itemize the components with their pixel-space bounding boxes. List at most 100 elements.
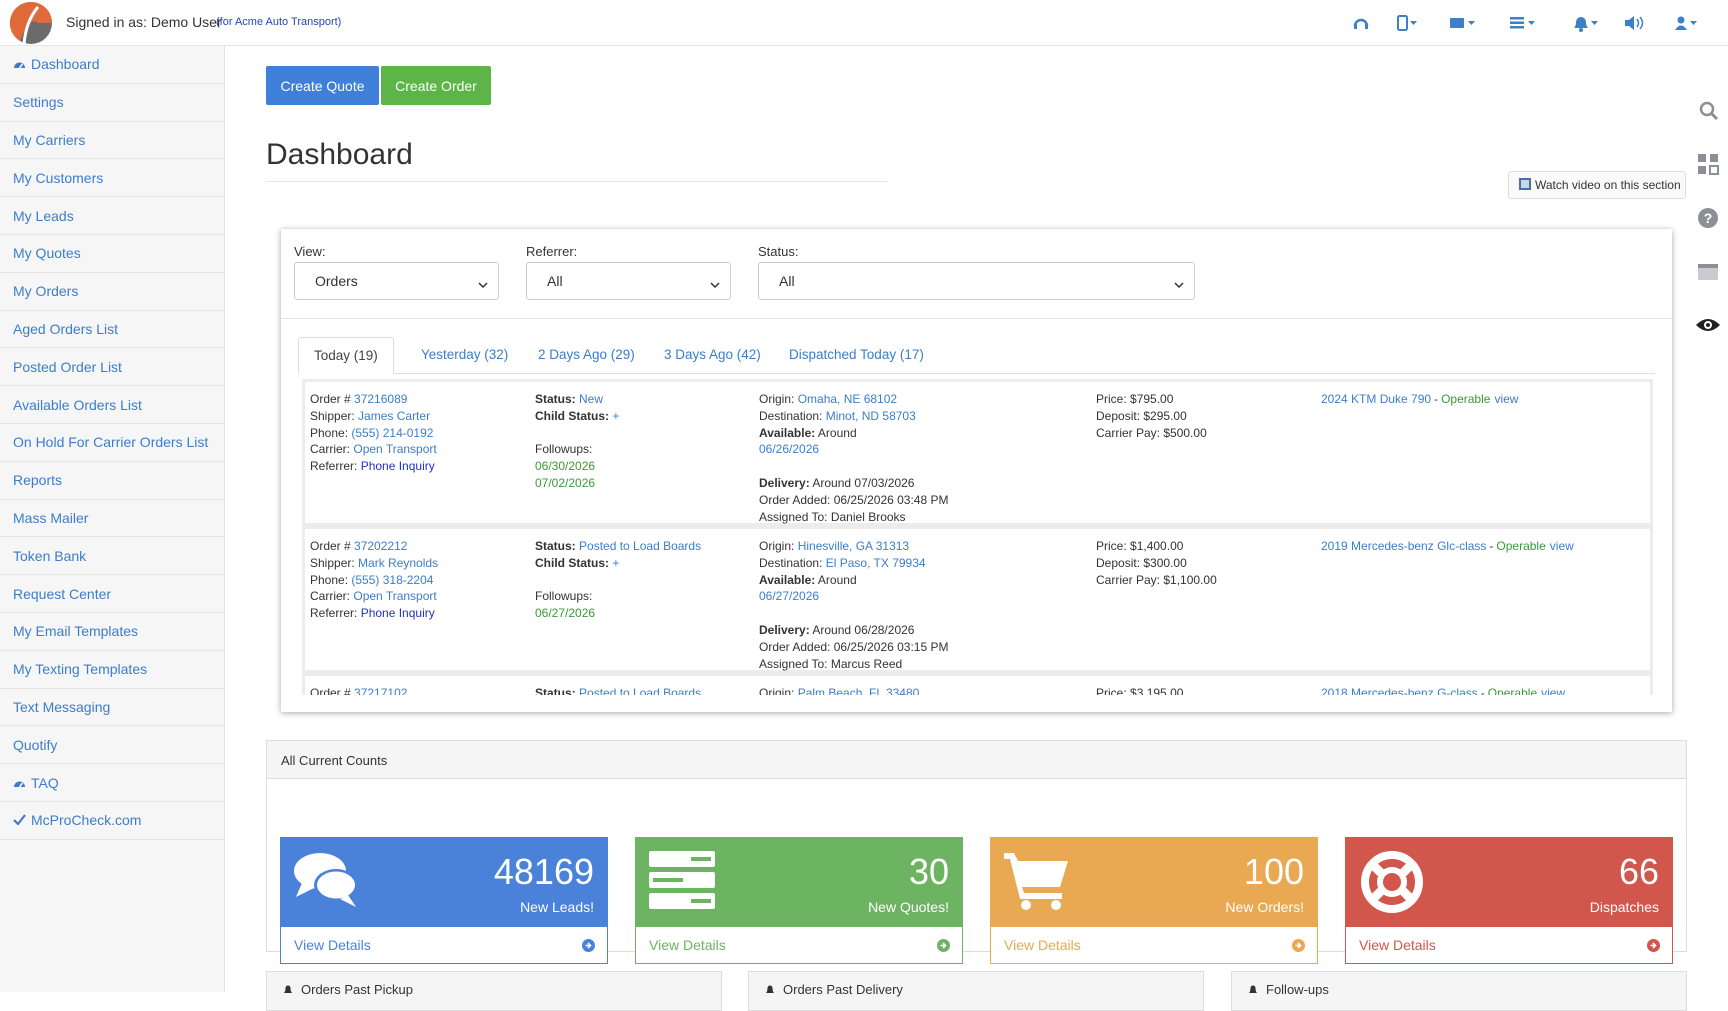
- card-link[interactable]: View Details: [649, 937, 726, 953]
- sidebar-item[interactable]: My Orders: [0, 273, 224, 311]
- sidebar-label[interactable]: My Carriers: [13, 131, 86, 148]
- sidebar-item[interactable]: My Texting Templates: [0, 651, 224, 689]
- sidebar-item[interactable]: TAQ: [0, 764, 224, 802]
- sidebar-label[interactable]: My Email Templates: [13, 623, 139, 640]
- field-value[interactable]: Posted to Load Boards: [579, 686, 702, 695]
- sidebar-item[interactable]: Posted Order List: [0, 348, 224, 387]
- tab[interactable]: Today (19): [298, 337, 394, 374]
- sidebar-label[interactable]: Mass Mailer: [13, 509, 89, 526]
- sidebar-item[interactable]: Request Center: [0, 575, 224, 613]
- field-value[interactable]: Open Transport: [353, 589, 437, 604]
- field-value[interactable]: +: [612, 555, 620, 570]
- decoration: [1698, 208, 1718, 228]
- available-date[interactable]: 06/27/2026: [759, 589, 820, 604]
- tab[interactable]: 3 Days Ago (42): [664, 347, 761, 362]
- sidebar-label[interactable]: McProCheck.com: [31, 812, 142, 829]
- field-value[interactable]: Posted to Load Boards: [579, 539, 702, 553]
- view-link[interactable]: view: [1549, 539, 1574, 553]
- card-link[interactable]: View Details: [294, 937, 371, 953]
- sidebar-label[interactable]: Dashboard: [31, 56, 100, 73]
- field-value[interactable]: (555) 318-2204: [351, 572, 434, 587]
- field-value[interactable]: 37216089: [354, 392, 408, 406]
- field-value[interactable]: Minot, ND 58703: [825, 408, 916, 423]
- sidebar-label[interactable]: Text Messaging: [13, 698, 111, 715]
- card-link[interactable]: View Details: [1359, 937, 1436, 953]
- field-value[interactable]: James Carter: [358, 408, 431, 423]
- sidebar-label[interactable]: TAQ: [31, 774, 59, 791]
- sidebar-item[interactable]: My Email Templates: [0, 613, 224, 651]
- sidebar-item[interactable]: My Customers: [0, 159, 224, 198]
- order-field: Deposit: $300.00: [1096, 555, 1187, 572]
- vehicle-name[interactable]: 2024 KTM Duke 790: [1321, 392, 1432, 406]
- sidebar-item[interactable]: Token Bank: [0, 537, 224, 576]
- available-date[interactable]: 06/26/2026: [759, 442, 820, 457]
- sidebar-item[interactable]: On Hold For Carrier Orders List: [0, 424, 224, 462]
- action-button[interactable]: Create Order: [381, 66, 491, 105]
- view-link[interactable]: view: [1494, 392, 1519, 406]
- sidebar-item[interactable]: Text Messaging: [0, 689, 224, 727]
- sidebar-item[interactable]: Available Orders List: [0, 386, 224, 424]
- card-footer[interactable]: View Details: [280, 926, 608, 964]
- view-link[interactable]: view: [1541, 686, 1566, 695]
- sidebar-item[interactable]: McProCheck.com: [0, 802, 224, 840]
- video-button[interactable]: Watch video on this section: [1508, 171, 1686, 199]
- sidebar-label[interactable]: My Quotes: [13, 245, 81, 262]
- sidebar-item[interactable]: Settings: [0, 84, 224, 122]
- sidebar-label[interactable]: Token Bank: [13, 547, 87, 564]
- sidebar-item[interactable]: Aged Orders List: [0, 311, 224, 349]
- decoration: [1699, 101, 1715, 117]
- field-value[interactable]: Phone Inquiry: [360, 606, 435, 621]
- field-value[interactable]: (555) 214-0192: [351, 425, 434, 440]
- card-footer[interactable]: View Details: [1345, 926, 1673, 964]
- sidebar-label[interactable]: My Leads: [13, 207, 74, 224]
- sidebar-item[interactable]: Mass Mailer: [0, 500, 224, 538]
- vehicle-name[interactable]: 2019 Mercedes-benz Glc-class: [1321, 539, 1487, 553]
- card-footer[interactable]: View Details: [635, 926, 963, 964]
- field-value[interactable]: 37217102: [354, 686, 408, 695]
- sidebar-label[interactable]: Available Orders List: [13, 396, 142, 413]
- sidebar-label[interactable]: Aged Orders List: [13, 320, 119, 337]
- sidebar-item[interactable]: My Quotes: [0, 235, 224, 273]
- field-value[interactable]: Palm Beach, FL 33480: [797, 686, 920, 695]
- tool-icons[interactable]: ?: [1694, 96, 1724, 356]
- field-value[interactable]: Mark Reynolds: [358, 555, 439, 570]
- field-value[interactable]: Hinesville, GA 31313: [797, 539, 910, 553]
- card-footer[interactable]: View Details: [990, 926, 1318, 964]
- tab[interactable]: Dispatched Today (17): [789, 347, 924, 362]
- field-value[interactable]: 37202212: [354, 539, 408, 553]
- sidebar-item[interactable]: My Carriers: [0, 122, 224, 160]
- action-button[interactable]: Create Quote: [266, 66, 379, 105]
- sidebar-item[interactable]: Quotify: [0, 726, 224, 765]
- field-value[interactable]: +: [612, 408, 620, 423]
- filter-select[interactable]: All: [758, 262, 1195, 300]
- filter-select[interactable]: Orders: [294, 262, 499, 300]
- decoration: [1647, 939, 1660, 952]
- vehicle-name[interactable]: 2018 Mercedes-benz G-class: [1321, 686, 1478, 695]
- filter-select[interactable]: All: [526, 262, 731, 300]
- field-value[interactable]: El Paso, TX 79934: [825, 555, 926, 570]
- tab[interactable]: 2 Days Ago (29): [538, 347, 635, 362]
- decoration: [582, 939, 595, 952]
- field-value[interactable]: Omaha, NE 68102: [797, 392, 898, 406]
- tab[interactable]: Yesterday (32): [421, 347, 509, 362]
- sidebar-item[interactable]: Dashboard: [0, 46, 224, 84]
- sidebar-label[interactable]: My Customers: [13, 169, 104, 186]
- sidebar-label[interactable]: Quotify: [13, 736, 58, 753]
- field-value[interactable]: Phone Inquiry: [360, 459, 435, 474]
- company[interactable]: (for Acme Auto Transport): [216, 16, 342, 28]
- sidebar-label[interactable]: Posted Order List: [13, 358, 122, 375]
- video-label[interactable]: Watch video on this section: [1535, 178, 1681, 192]
- field-label: Deposit:: [1096, 555, 1141, 570]
- sidebar-label[interactable]: Reports: [13, 472, 63, 489]
- field-value[interactable]: New: [579, 392, 604, 406]
- sidebar-label[interactable]: My Orders: [13, 283, 79, 300]
- sidebar-label[interactable]: Request Center: [13, 585, 112, 602]
- sidebar-label[interactable]: Settings: [13, 94, 64, 111]
- sidebar-item[interactable]: My Leads: [0, 197, 224, 235]
- field-value[interactable]: Open Transport: [353, 442, 437, 457]
- sidebar-item[interactable]: Reports: [0, 462, 224, 500]
- sidebar-label[interactable]: On Hold For Carrier Orders List: [13, 434, 209, 451]
- card-link[interactable]: View Details: [1004, 937, 1081, 953]
- decoration: [284, 985, 292, 993]
- sidebar-label[interactable]: My Texting Templates: [13, 661, 148, 678]
